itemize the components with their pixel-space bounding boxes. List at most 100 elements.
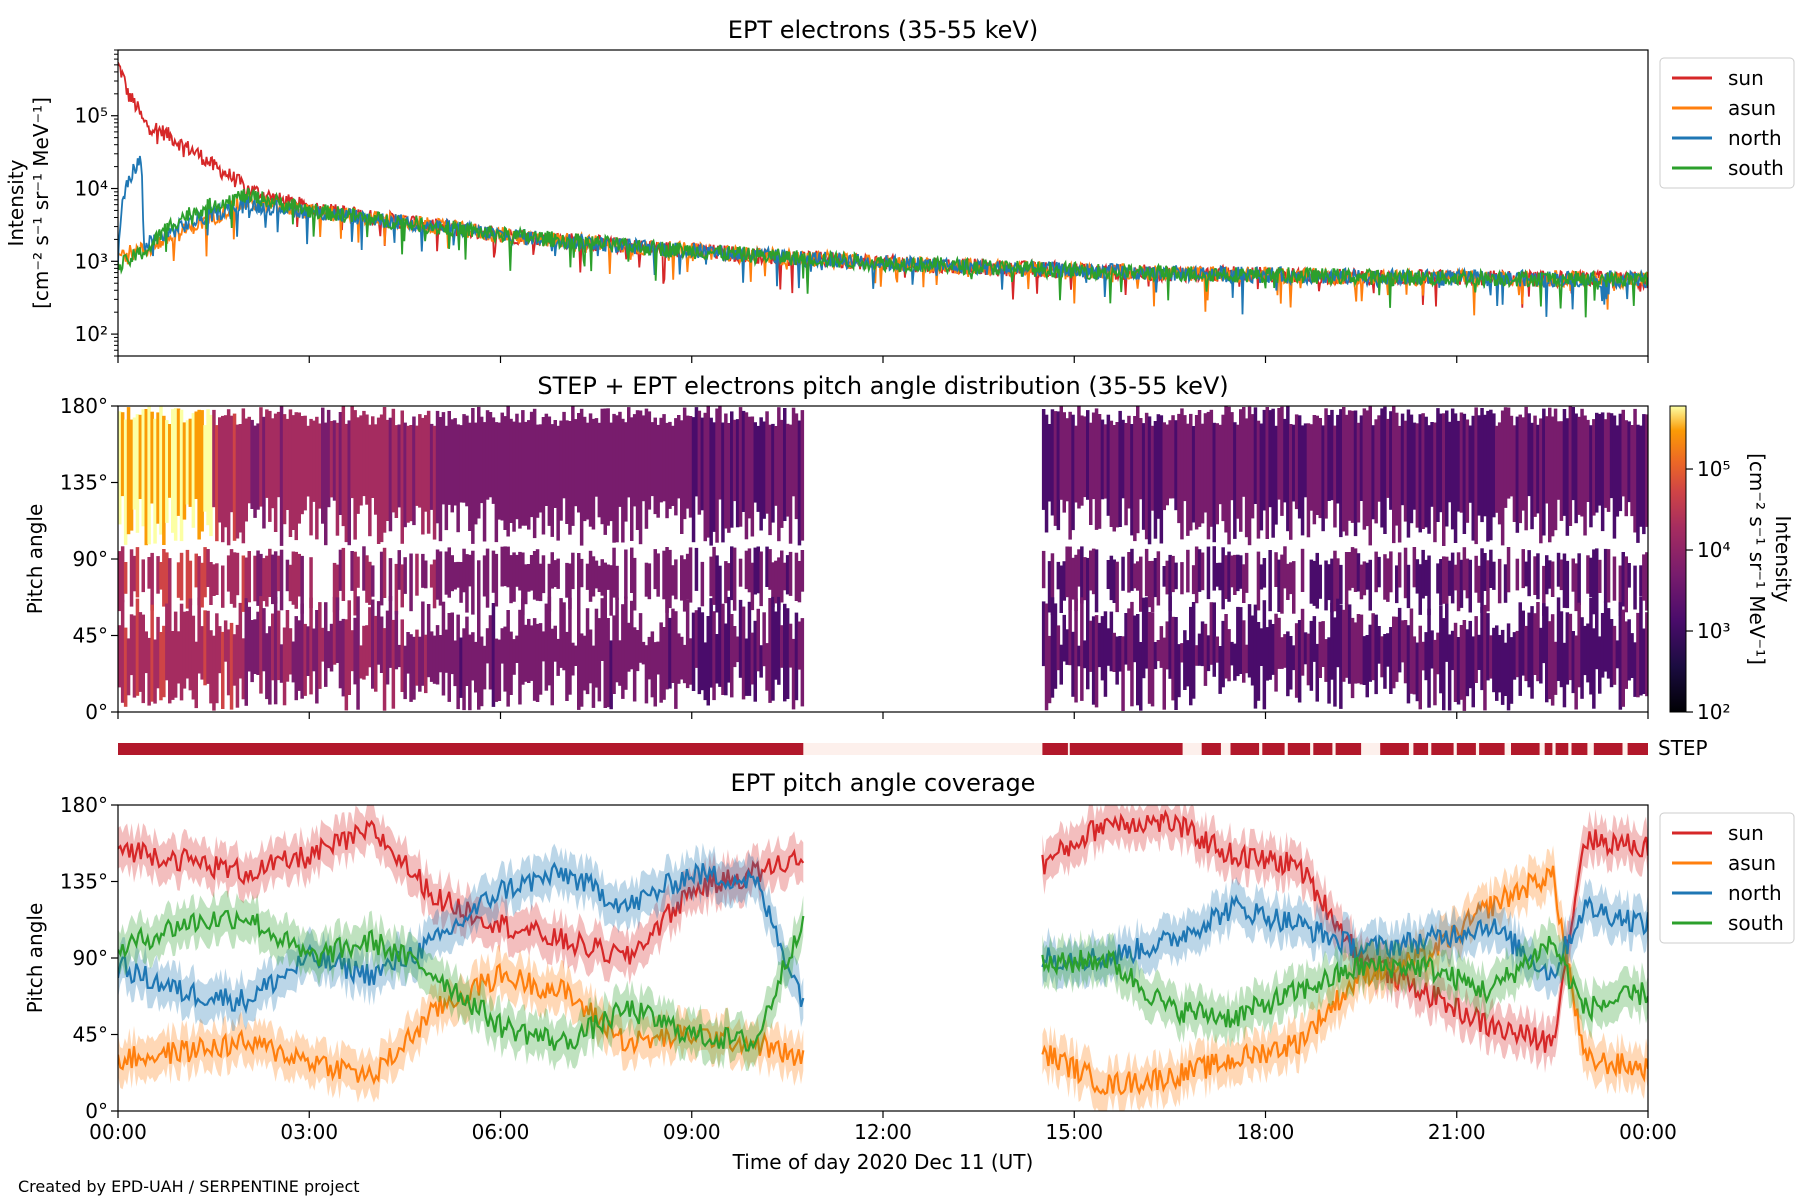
heatmap-cell-lower bbox=[1453, 622, 1458, 702]
heatmap-cell-middle bbox=[141, 559, 145, 593]
heatmap-cell-upper bbox=[682, 407, 687, 520]
heatmap-cell-middle bbox=[1194, 546, 1199, 604]
colorbar-tick-label: 10² bbox=[1697, 700, 1730, 724]
heatmap-cell-upper bbox=[135, 414, 140, 533]
heatmap-cell-lower bbox=[459, 637, 463, 698]
heatmap-cell-middle bbox=[444, 551, 449, 595]
heatmap-cell-upper bbox=[1347, 410, 1352, 521]
heatmap-cell-lower bbox=[1289, 636, 1293, 690]
heatmap-cell-upper bbox=[276, 411, 281, 498]
heatmap-cell-upper bbox=[279, 406, 284, 546]
step-bar-gap bbox=[1284, 743, 1288, 755]
heatmap-cell-middle bbox=[1374, 551, 1378, 593]
heatmap-cell-upper bbox=[1618, 413, 1623, 512]
heatmap-cell-middle bbox=[597, 565, 602, 592]
heatmap-cell-upper bbox=[1524, 406, 1528, 531]
heatmap-cell-upper bbox=[1580, 408, 1584, 517]
heatmap-cell-middle bbox=[662, 550, 666, 600]
heatmap-cell-upper bbox=[450, 419, 454, 513]
heatmap-cell-lower bbox=[132, 615, 137, 698]
heatmap-cell-upper bbox=[1592, 419, 1596, 516]
panel4-line-sun bbox=[1041, 809, 1648, 1053]
heatmap-cell-lower bbox=[1386, 633, 1390, 667]
heatmap-cell-lower bbox=[182, 611, 187, 689]
heatmap-cell-middle bbox=[1524, 561, 1528, 587]
heatmap-cell-lower bbox=[1209, 602, 1214, 665]
heatmap-cell-lower bbox=[1477, 634, 1481, 670]
heatmap-cell-lower bbox=[1068, 600, 1072, 666]
heatmap-cell-lower bbox=[768, 598, 772, 703]
heatmap-cell-upper bbox=[1136, 406, 1140, 534]
heatmap-cell-upper bbox=[332, 420, 337, 501]
heatmap-cell-lower bbox=[485, 628, 490, 664]
heatmap-cell-middle bbox=[1589, 557, 1593, 598]
heatmap-cell-upper bbox=[382, 407, 387, 533]
heatmap-cell-upper bbox=[1359, 415, 1364, 501]
heatmap-cell-upper bbox=[1256, 420, 1261, 539]
step-bar-gap bbox=[1552, 743, 1556, 755]
heatmap-cell-lower bbox=[153, 639, 157, 704]
heatmap-cell-upper bbox=[1533, 415, 1537, 517]
heatmap-cell-lower bbox=[1471, 636, 1475, 708]
heatmap-cell-lower bbox=[1630, 633, 1634, 678]
heatmap-cell-upper bbox=[1071, 414, 1075, 531]
heatmap-cell-middle bbox=[727, 563, 731, 591]
heatmap-cell-upper bbox=[1612, 415, 1617, 539]
heatmap-cell-lower bbox=[238, 602, 243, 679]
heatmap-cell-upper bbox=[621, 418, 625, 543]
heatmap-cell-lower bbox=[1553, 641, 1558, 695]
heatmap-cell-middle bbox=[797, 561, 802, 603]
heatmap-cell-lower bbox=[306, 626, 310, 676]
heatmap-cell-upper bbox=[1253, 407, 1258, 504]
heatmap-cell-upper bbox=[1542, 408, 1546, 536]
heatmap-cell-lower bbox=[544, 603, 549, 691]
heatmap-cell-upper bbox=[391, 408, 396, 513]
heatmap-cell-middle bbox=[1121, 556, 1125, 591]
heatmap-cell-upper bbox=[685, 415, 690, 509]
heatmap-cell-lower bbox=[568, 597, 572, 695]
panel2-y-ticks: 0° 45° 90° 135° 180° bbox=[60, 394, 118, 724]
heatmap-cell-middle bbox=[1339, 564, 1343, 605]
heatmap-cell-middle bbox=[1086, 557, 1090, 601]
heatmap-cell-middle bbox=[156, 556, 160, 594]
heatmap-cell-lower bbox=[1374, 614, 1378, 695]
heatmap-cell-lower bbox=[1415, 642, 1420, 702]
heatmap-cell-upper bbox=[615, 415, 619, 543]
heatmap-cell-upper bbox=[529, 411, 534, 518]
heatmap-cell-upper bbox=[118, 411, 122, 525]
heatmap-cell-lower bbox=[509, 631, 513, 695]
panel4-series-group bbox=[118, 805, 1648, 1111]
heatmap-cell-upper bbox=[518, 422, 522, 529]
heatmap-cell-upper bbox=[538, 424, 543, 513]
heatmap-cell-upper bbox=[1165, 424, 1169, 506]
heatmap-cell-lower bbox=[1497, 635, 1502, 693]
heatmap-cell-upper bbox=[544, 413, 549, 506]
heatmap-cell-lower bbox=[656, 641, 660, 675]
heatmap-cell-lower bbox=[753, 620, 757, 702]
heatmap-cell-upper bbox=[1565, 418, 1570, 536]
heatmap-cell-upper bbox=[1271, 408, 1275, 538]
heatmap-cell-upper bbox=[424, 415, 428, 512]
heatmap-cell-upper bbox=[1265, 407, 1269, 539]
colorbar-label-line1: Intensity bbox=[1771, 515, 1795, 602]
heatmap-cell-middle bbox=[529, 555, 534, 591]
heatmap-cell-lower bbox=[1583, 625, 1587, 676]
heatmap-cell-middle bbox=[1368, 559, 1372, 611]
heatmap-cell-lower bbox=[1186, 640, 1190, 687]
panel1-ytick-label: 10³ bbox=[75, 249, 108, 273]
heatmap-cell-lower bbox=[453, 640, 457, 687]
heatmap-cell-middle bbox=[1406, 564, 1411, 609]
heatmap-cell-lower bbox=[550, 628, 554, 706]
heatmap-cell-upper bbox=[635, 410, 640, 530]
heatmap-cell-middle bbox=[1309, 559, 1314, 604]
panel4-xtick-label: 09:00 bbox=[663, 1120, 721, 1144]
panel4-line-north bbox=[118, 861, 805, 1015]
heatmap-cell-upper bbox=[1474, 407, 1478, 545]
heatmap-cell-upper bbox=[1068, 411, 1072, 540]
heatmap-cell-lower bbox=[1342, 609, 1346, 682]
heatmap-cell-upper bbox=[738, 407, 743, 527]
heatmap-cell-middle bbox=[568, 563, 572, 610]
heatmap-cell-lower bbox=[1147, 612, 1152, 704]
heatmap-cell-middle bbox=[494, 553, 499, 607]
heatmap-cell-middle bbox=[1153, 558, 1158, 598]
